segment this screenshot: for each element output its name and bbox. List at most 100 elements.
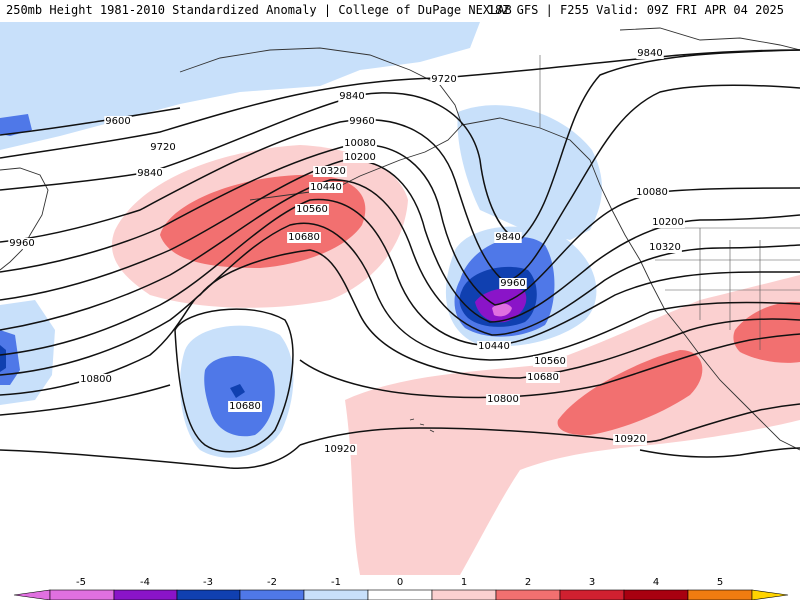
contour-label-background bbox=[635, 187, 669, 198]
coastline-hawaii bbox=[409, 418, 435, 433]
colorbar-tick-label: 4 bbox=[653, 577, 659, 588]
contour-label: 10080 bbox=[636, 187, 668, 198]
coastline-siberia bbox=[0, 167, 49, 271]
coastline-hudson bbox=[619, 27, 800, 51]
colorbar-segment bbox=[495, 589, 561, 600]
coastline-north-america bbox=[461, 117, 800, 451]
anomaly-neg5-trough bbox=[492, 303, 512, 317]
contour-label: 9840 bbox=[637, 48, 662, 59]
model-run-info: 18Z GFS | F255 Valid: 09Z FRI APR 04 202… bbox=[487, 3, 784, 17]
contour-label: 10200 bbox=[652, 217, 684, 228]
contour-10440 bbox=[0, 198, 800, 356]
contour-label-background bbox=[287, 232, 321, 243]
contour-label: 9840 bbox=[137, 168, 162, 179]
contour-label-background bbox=[348, 116, 376, 127]
contour-label: 10680 bbox=[229, 401, 261, 412]
contour-label-background bbox=[499, 278, 527, 289]
contour-label: 10800 bbox=[80, 374, 112, 385]
anomaly-pos2-east bbox=[733, 301, 800, 363]
contour-label: 9960 bbox=[500, 278, 525, 289]
colorbar-tick-label: 3 bbox=[589, 577, 595, 588]
colorbar-segment bbox=[367, 589, 433, 600]
colorbar-segment bbox=[623, 589, 689, 600]
contour-label: 10440 bbox=[478, 341, 510, 352]
colorbar-tick-label: -2 bbox=[267, 577, 277, 588]
contour-label-background bbox=[477, 341, 511, 352]
contour-label-background bbox=[343, 152, 377, 163]
contour-label-background bbox=[323, 444, 357, 455]
contour-label: 9840 bbox=[339, 91, 364, 102]
anomaly-neg1-north bbox=[0, 22, 480, 150]
anomaly-pos2-ridge bbox=[160, 174, 366, 268]
contour-label-background bbox=[79, 374, 113, 385]
colorbar-tick-label: -3 bbox=[203, 577, 213, 588]
contour-label-background bbox=[309, 182, 343, 193]
contour-label-background bbox=[295, 204, 329, 215]
contour-label-background bbox=[648, 242, 682, 253]
contour-label-background bbox=[494, 232, 522, 243]
anomaly-neg2-north bbox=[0, 114, 32, 136]
contour-label: 9720 bbox=[431, 74, 456, 85]
colorbar-tick-label: -1 bbox=[331, 577, 341, 588]
contour-label-background bbox=[343, 138, 377, 149]
colorbar-tick-label: -4 bbox=[140, 577, 150, 588]
contour-10920 bbox=[0, 403, 800, 469]
colorbar-arrow-left bbox=[13, 589, 51, 600]
contour-9960 bbox=[0, 84, 800, 283]
contour-label: 10680 bbox=[527, 372, 559, 383]
contour-label: 10200 bbox=[344, 152, 376, 163]
contour-10920-east bbox=[639, 447, 800, 458]
contour-label: 10080 bbox=[344, 138, 376, 149]
contour-label-layer: 9600 9720 9720 9840 9840 9840 9840 9960 … bbox=[8, 48, 685, 455]
colorbar-tick-label: 1 bbox=[461, 577, 467, 588]
contour-label-background bbox=[136, 168, 164, 179]
coastline-alaska bbox=[179, 47, 463, 187]
height-contours bbox=[0, 49, 800, 469]
anomaly-pos2-subtropics bbox=[557, 350, 703, 436]
map-title: 250mb Height 1981-2010 Standardized Anom… bbox=[6, 3, 512, 17]
contour-label-background bbox=[430, 74, 458, 85]
colorbar-segment bbox=[431, 589, 497, 600]
contour-label-background bbox=[149, 142, 177, 153]
contour-label: 10560 bbox=[296, 204, 328, 215]
colorbar: -5 -4 -3 -2 -1 0 1 2 3 4 5 bbox=[13, 577, 789, 600]
contour-label-background bbox=[651, 217, 685, 228]
contour-label: 10920 bbox=[324, 444, 356, 455]
colorbar-tick-label: 2 bbox=[525, 577, 531, 588]
contour-label-background bbox=[613, 434, 647, 445]
contour-label-background bbox=[533, 356, 567, 367]
contour-label-background bbox=[526, 372, 560, 383]
contour-9600 bbox=[0, 107, 181, 136]
contour-label-background bbox=[338, 91, 366, 102]
contour-label: 9960 bbox=[349, 116, 374, 127]
contour-label: 10680 bbox=[288, 232, 320, 243]
colorbar-segment bbox=[49, 589, 115, 600]
contour-label-background bbox=[636, 48, 664, 59]
contour-10560 bbox=[0, 222, 800, 376]
contour-label: 10800 bbox=[487, 394, 519, 405]
colorbar-tick-label: 5 bbox=[717, 577, 723, 588]
anomaly-neg2-west bbox=[0, 330, 20, 385]
colorbar-segment bbox=[303, 589, 369, 600]
anomaly-map: 9600 9720 9720 9840 9840 9840 9840 9960 … bbox=[0, 22, 800, 575]
anomaly-neg2-low bbox=[204, 355, 275, 437]
contour-10680-low bbox=[174, 308, 294, 453]
colorbar-tick-label: -5 bbox=[76, 577, 86, 588]
contour-label: 9600 bbox=[105, 116, 130, 127]
contour-10680 bbox=[0, 249, 800, 396]
contour-label-background bbox=[313, 166, 347, 177]
contour-label-background bbox=[8, 238, 36, 249]
contour-label-background bbox=[228, 401, 262, 412]
contour-label: 10440 bbox=[310, 182, 342, 193]
colorbar-segment bbox=[113, 589, 178, 600]
colorbar-segment bbox=[687, 589, 753, 600]
colorbar-arrow-right bbox=[751, 589, 789, 600]
colorbar-segment bbox=[559, 589, 625, 600]
contour-label: 10560 bbox=[534, 356, 566, 367]
colorbar-segment bbox=[239, 589, 305, 600]
contour-label: 9960 bbox=[9, 238, 34, 249]
anomaly-neg3-west bbox=[0, 345, 6, 372]
colorbar-tick-label: 0 bbox=[397, 577, 403, 588]
contour-label: 9720 bbox=[150, 142, 175, 153]
